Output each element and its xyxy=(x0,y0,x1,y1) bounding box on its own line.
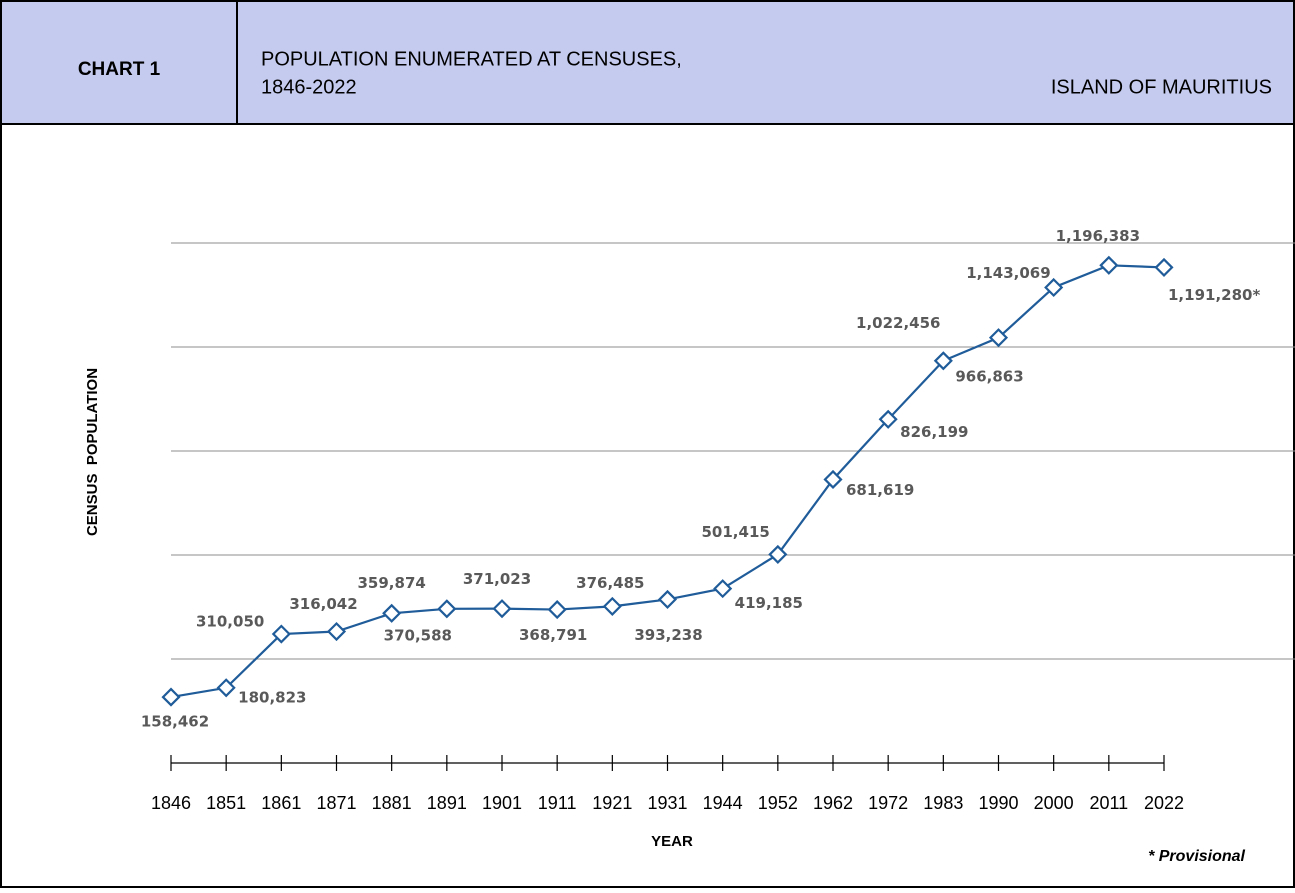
marker xyxy=(161,687,181,707)
data-label: 826,199 xyxy=(900,423,968,441)
x-tick-label: 1881 xyxy=(372,793,412,813)
data-label: 681,619 xyxy=(846,481,914,499)
x-tick-label: 1846 xyxy=(151,793,191,813)
marker xyxy=(878,409,898,429)
marker xyxy=(437,599,457,619)
x-tick-label: 1871 xyxy=(316,793,356,813)
data-label: 1,191,280* xyxy=(1168,286,1260,304)
x-tick-label: 2011 xyxy=(1089,793,1128,813)
data-label: 368,791 xyxy=(519,626,587,644)
data-label: 371,023 xyxy=(463,570,531,588)
data-label: 359,874 xyxy=(358,574,426,592)
marker xyxy=(271,624,291,644)
marker xyxy=(713,579,733,599)
marker xyxy=(1154,257,1174,277)
marker xyxy=(602,596,622,616)
y-axis-title: CENSUS POPULATION xyxy=(84,368,101,536)
data-label: 419,185 xyxy=(735,594,803,612)
x-tick-label: 1990 xyxy=(978,793,1018,813)
x-tick-label: 1962 xyxy=(813,793,853,813)
x-tick-label: 1931 xyxy=(647,793,687,813)
x-tick-label: 1911 xyxy=(538,793,577,813)
x-tick-label: 1983 xyxy=(923,793,963,813)
x-axis-title: YEAR xyxy=(651,833,693,850)
marker xyxy=(1044,277,1064,298)
x-tick-label: 1921 xyxy=(592,793,632,813)
x-tick-label: 1944 xyxy=(703,793,743,813)
chart-title: 1846-2022 xyxy=(261,76,357,98)
data-label: 966,863 xyxy=(955,367,1023,385)
marker xyxy=(382,603,402,623)
marker xyxy=(988,328,1009,348)
marker xyxy=(768,544,788,564)
chart-title: POPULATION ENUMERATED AT CENSUSES, xyxy=(261,48,682,70)
header xyxy=(0,0,1295,125)
data-label: 180,823 xyxy=(238,688,306,706)
x-tick-label: 2000 xyxy=(1034,793,1074,813)
x-tick-label: 1861 xyxy=(261,793,301,813)
data-label: 376,485 xyxy=(576,574,644,592)
x-tick-label: 1851 xyxy=(206,793,246,813)
marker xyxy=(823,469,843,490)
data-label: 158,462 xyxy=(141,713,209,731)
x-tick-label: 1972 xyxy=(868,793,908,813)
marker xyxy=(933,351,953,371)
data-label: 393,238 xyxy=(634,626,702,644)
region: ISLAND OF MAURITIUS xyxy=(1051,76,1272,98)
marker xyxy=(326,621,347,642)
x-tick-label: 1891 xyxy=(427,793,467,813)
data-label: 501,415 xyxy=(702,523,770,541)
x-tick-label: 1952 xyxy=(758,793,798,813)
x-tick-label: 1901 xyxy=(482,793,522,813)
x-tick-label: 2022 xyxy=(1144,793,1184,813)
data-label: 370,588 xyxy=(384,626,452,644)
chart-label: CHART 1 xyxy=(78,59,161,80)
marker xyxy=(216,678,236,698)
marker xyxy=(1099,255,1119,275)
note: * Provisional xyxy=(1148,848,1245,865)
data-label: 316,042 xyxy=(289,595,357,613)
marker xyxy=(547,600,567,620)
marker xyxy=(492,599,512,619)
data-label: 310,050 xyxy=(196,613,264,631)
data-label: 1,196,383 xyxy=(1056,227,1140,245)
data-label: 1,022,456 xyxy=(856,314,940,332)
data-label: 1,143,069 xyxy=(966,264,1050,282)
marker xyxy=(657,589,678,609)
